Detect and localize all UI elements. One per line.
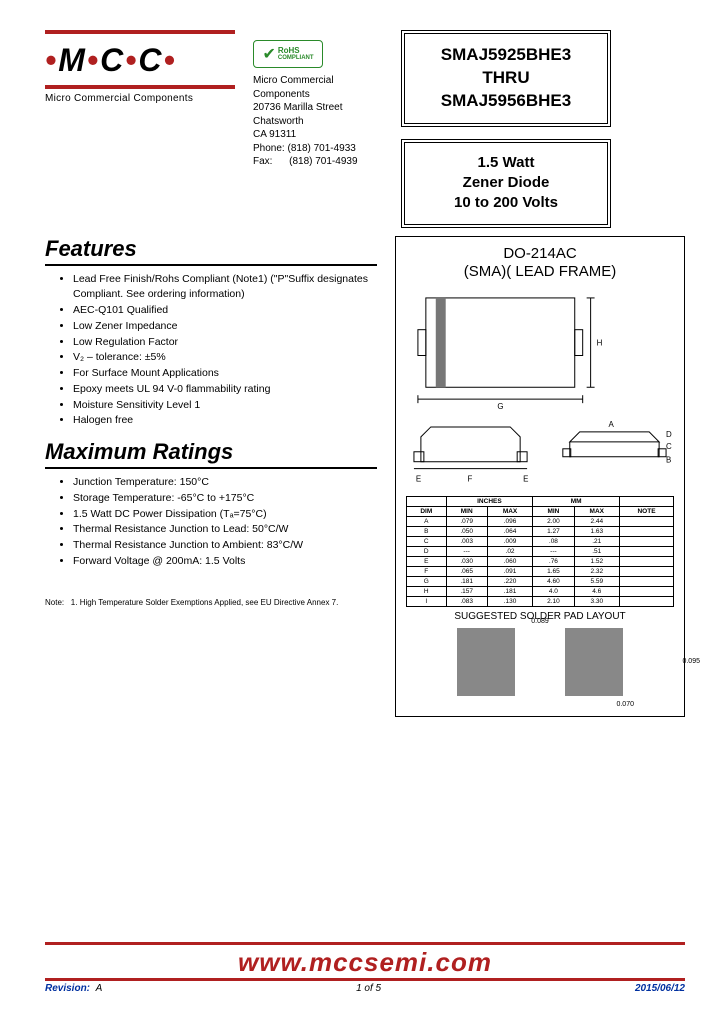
pkg-title1: DO-214AC <box>503 245 576 262</box>
logo-c1: C <box>100 42 125 78</box>
right-column: DO-214AC (SMA)( LEAD FRAME) H G <box>395 236 685 717</box>
package-title: DO-214AC (SMA)( LEAD FRAME) <box>406 245 674 283</box>
rating-item: Junction Temperature: 150°C <box>73 475 377 491</box>
logo-block: •M•C•C• Micro Commercial Components <box>45 30 235 104</box>
pad-layout: 0.089 0.095 0.070 <box>406 628 674 696</box>
subtitle-box: 1.5 Watt Zener Diode 10 to 200 Volts <box>401 139 611 228</box>
rohs-label1: RoHS <box>278 47 314 55</box>
footer: www.mccsemi.com Revision: A 1 of 5 2015/… <box>45 942 685 994</box>
note-label: Note: <box>45 598 64 607</box>
feature-item: Moisture Sensitivity Level 1 <box>73 398 377 414</box>
solder-pad-right <box>565 628 623 696</box>
company-addr2: CA 91311 <box>253 128 383 142</box>
svg-text:A: A <box>608 420 614 429</box>
note-text: 1. High Temperature Solder Exemptions Ap… <box>71 598 339 607</box>
feature-item: Lead Free Finish/Rohs Compliant (Note1) … <box>73 272 377 304</box>
left-column: Features Lead Free Finish/Rohs Compliant… <box>45 236 377 717</box>
feature-item: Halogen free <box>73 413 377 429</box>
rating-item: 1.5 Watt DC Power Dissipation (Tₐ=75°C) <box>73 507 377 523</box>
logo-bar-bottom <box>45 85 235 89</box>
logo-subtitle: Micro Commercial Components <box>45 93 235 104</box>
features-list: Lead Free Finish/Rohs Compliant (Note1) … <box>45 272 377 430</box>
feature-item: AEC-Q101 Qualified <box>73 303 377 319</box>
company-phone: Phone: (818) 701-4933 <box>253 142 383 156</box>
company-fax: Fax: (818) 701-4939 <box>253 155 383 169</box>
package-box: DO-214AC (SMA)( LEAD FRAME) H G <box>395 236 685 717</box>
feature-item: Epoxy meets UL 94 V-0 flammability ratin… <box>73 382 377 398</box>
svg-text:F: F <box>468 475 473 484</box>
rohs-text: RoHS COMPLIANT <box>278 47 314 61</box>
rating-item: Forward Voltage @ 200mA: 1.5 Volts <box>73 554 377 570</box>
footer-bar-top <box>45 942 685 945</box>
footer-date: 2015/06/12 <box>635 983 685 994</box>
dimension-table: INCHESMMDIMMINMAXMINMAXNOTEA.079.0962.00… <box>406 496 674 607</box>
rating-item: Storage Temperature: -65°C to +175°C <box>73 491 377 507</box>
pkg-title2: (SMA)( LEAD FRAME) <box>464 263 617 280</box>
svg-text:H: H <box>597 339 603 348</box>
feature-item: V₂ – tolerance: ±5% <box>73 350 377 366</box>
svg-text:C: C <box>666 442 672 451</box>
company-name: Micro Commercial Components <box>253 74 383 101</box>
svg-text:G: G <box>497 402 503 411</box>
subtitle-l2: Zener Diode <box>415 173 597 193</box>
ratings-list: Junction Temperature: 150°CStorage Tempe… <box>45 475 377 570</box>
company-addr1: 20736 Marilla Street Chatsworth <box>253 101 383 128</box>
subtitle-l3: 10 to 200 Volts <box>415 193 597 213</box>
title-column: SMAJ5925BHE3 THRU SMAJ5956BHE3 1.5 Watt … <box>401 30 611 228</box>
svg-text:E: E <box>416 475 421 484</box>
feature-item: For Surface Mount Applications <box>73 366 377 382</box>
title-l2: THRU <box>415 67 597 90</box>
footer-url: www.mccsemi.com <box>45 947 685 978</box>
header: •M•C•C• Micro Commercial Components ✔ Ro… <box>45 30 685 228</box>
package-drawing: H G E F E A D C B <box>406 288 674 487</box>
svg-text:D: D <box>666 430 672 439</box>
footer-row: Revision: A 1 of 5 2015/06/12 <box>45 983 685 994</box>
logo-bar-top <box>45 30 235 34</box>
logo-m: M <box>58 42 87 78</box>
rohs-column: ✔ RoHS COMPLIANT Micro Commercial Compon… <box>253 30 383 169</box>
ratings-heading: Maximum Ratings <box>45 439 377 469</box>
pad-dim-w: 0.089 <box>531 618 549 625</box>
footer-page: 1 of 5 <box>356 983 381 994</box>
rating-item: Thermal Resistance Junction to Lead: 50°… <box>73 522 377 538</box>
subtitle-l1: 1.5 Watt <box>415 153 597 173</box>
footer-revision: Revision: A <box>45 983 102 994</box>
content-row: Features Lead Free Finish/Rohs Compliant… <box>45 236 685 717</box>
svg-text:E: E <box>523 475 528 484</box>
rating-item: Thermal Resistance Junction to Ambient: … <box>73 538 377 554</box>
pad-dim-h: 0.095 <box>682 658 700 665</box>
part-title-box: SMAJ5925BHE3 THRU SMAJ5956BHE3 <box>401 30 611 127</box>
leaf-icon: ✔ <box>262 44 275 64</box>
svg-text:B: B <box>666 456 671 465</box>
pad-dim-gap: 0.070 <box>616 701 634 708</box>
title-l3: SMAJ5956BHE3 <box>415 90 597 113</box>
company-info: Micro Commercial Components 20736 Marill… <box>253 74 383 169</box>
logo-text: •M•C•C• <box>45 42 235 79</box>
footnote: Note: 1. High Temperature Solder Exempti… <box>45 598 377 607</box>
footer-bar-bottom <box>45 978 685 981</box>
logo-c2: C <box>138 42 163 78</box>
solder-pad-left <box>457 628 515 696</box>
feature-item: Low Regulation Factor <box>73 335 377 351</box>
features-heading: Features <box>45 236 377 266</box>
rohs-label2: COMPLIANT <box>278 55 314 61</box>
rohs-badge: ✔ RoHS COMPLIANT <box>253 40 323 68</box>
feature-item: Low Zener Impedance <box>73 319 377 335</box>
title-l1: SMAJ5925BHE3 <box>415 44 597 67</box>
